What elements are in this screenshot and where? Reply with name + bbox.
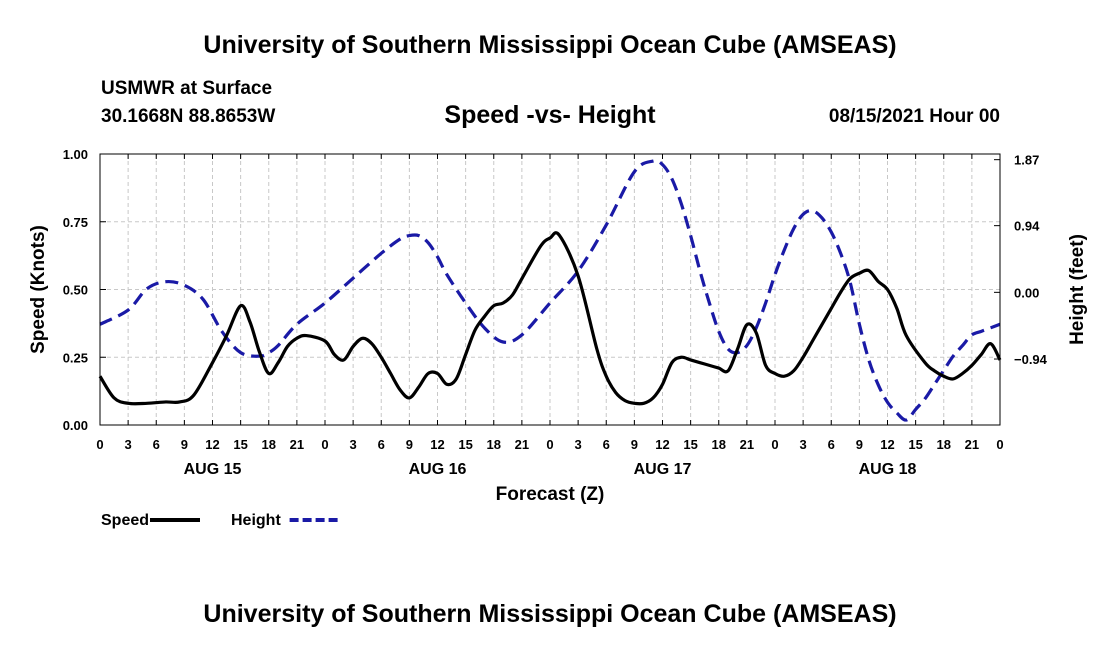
- legend-label-height: Height: [231, 512, 281, 529]
- x-tick-label: 6: [828, 437, 835, 452]
- coordinates-label: 30.1668N 88.8653W: [101, 106, 276, 127]
- day-label: AUG 17: [634, 461, 692, 478]
- y-right-tick-label: 1.87: [1014, 153, 1039, 168]
- day-label: AUG 15: [184, 461, 242, 478]
- station-label: USMWR at Surface: [101, 78, 273, 99]
- x-tick-label: 9: [181, 437, 188, 452]
- x-tick-label: 18: [262, 437, 276, 452]
- x-tick-label: 12: [655, 437, 669, 452]
- x-tick-label: 3: [575, 437, 582, 452]
- x-tick-label: 0: [321, 437, 328, 452]
- x-tick-label: 18: [937, 437, 951, 452]
- x-tick-label: 0: [546, 437, 553, 452]
- series-layer: [98, 159, 1002, 422]
- x-tick-label: 0: [96, 437, 103, 452]
- grid: [100, 154, 1000, 425]
- x-tick-label: 15: [683, 437, 697, 452]
- legend-label-speed: Speed: [101, 512, 149, 529]
- y-left-tick-label: 1.00: [63, 147, 88, 162]
- x-axis-label: Forecast (Z): [496, 484, 605, 505]
- chart-title: University of Southern Mississippi Ocean…: [203, 31, 897, 59]
- speed-series-line: [98, 231, 1002, 406]
- x-tick-label: 15: [908, 437, 922, 452]
- x-tick-label: 3: [800, 437, 807, 452]
- x-tick-label: 12: [880, 437, 894, 452]
- x-tick-label: 21: [515, 437, 529, 452]
- x-tick-label: 6: [603, 437, 610, 452]
- y-left-axis-label: Speed (Knots): [28, 225, 49, 354]
- y-left-tick-label: 0.75: [63, 215, 88, 230]
- x-tick-label: 9: [631, 437, 638, 452]
- y-right-tick-label: −0.94: [1014, 352, 1048, 367]
- forecast-datetime: 08/15/2021 Hour 00: [828, 106, 1000, 127]
- x-tick-label: 12: [430, 437, 444, 452]
- x-tick-label: 15: [458, 437, 472, 452]
- y-left-tick-label: 0.00: [63, 418, 88, 433]
- y-right-axis-label: Height (feet): [1067, 234, 1088, 345]
- x-tick-label: 0: [771, 437, 778, 452]
- x-tick-label: 21: [965, 437, 979, 452]
- x-tick-label: 9: [406, 437, 413, 452]
- y-right-tick-label: 0.00: [1014, 285, 1039, 300]
- day-label: AUG 16: [409, 461, 467, 478]
- chart-subtitle: Speed -vs- Height: [444, 101, 656, 129]
- x-tick-label: 21: [290, 437, 304, 452]
- x-tick-label: 6: [153, 437, 160, 452]
- x-tick-label: 0: [996, 437, 1003, 452]
- x-tick-label: 9: [856, 437, 863, 452]
- footer-title: University of Southern Mississippi Ocean…: [203, 600, 897, 628]
- axes: 0 3 6 9 12 15 18 21 0 3 6 9 12 15 18 21 0 3 6 9 12 15 18 21 0 3 6 9…: [28, 147, 1088, 505]
- x-tick-label: 18: [712, 437, 726, 452]
- y-left-tick-label: 0.50: [63, 283, 88, 298]
- x-tick-label: 12: [205, 437, 219, 452]
- x-tick-label: 18: [487, 437, 501, 452]
- y-right-tick-label: 0.94: [1014, 219, 1040, 234]
- x-tick-label: 3: [350, 437, 357, 452]
- x-tick-label: 15: [233, 437, 247, 452]
- x-tick-label: 21: [740, 437, 754, 452]
- y-left-tick-label: 0.25: [63, 350, 88, 365]
- x-tick-label: 6: [378, 437, 385, 452]
- x-tick-label: 3: [125, 437, 132, 452]
- legend: Speed Height: [101, 512, 340, 529]
- day-label: AUG 18: [859, 461, 917, 478]
